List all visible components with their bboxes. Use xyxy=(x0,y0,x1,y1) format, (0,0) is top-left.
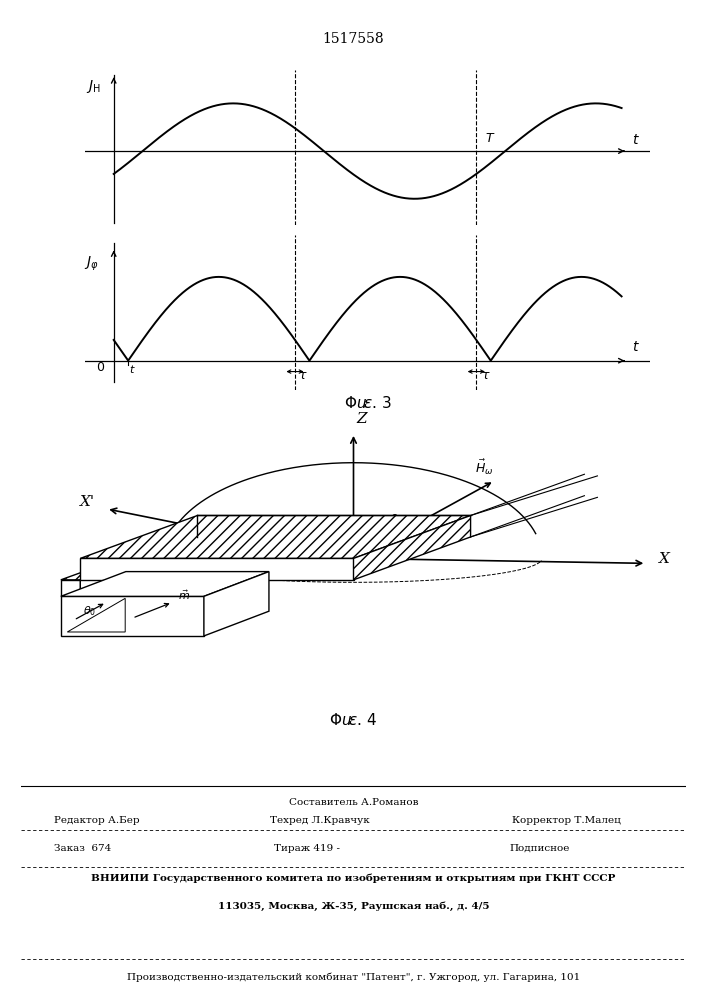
Polygon shape xyxy=(81,547,171,596)
Polygon shape xyxy=(61,596,204,636)
Text: $0$: $0$ xyxy=(96,361,105,374)
Text: $t$: $t$ xyxy=(632,340,640,354)
Text: Техред Л.Кравчук: Техред Л.Кравчук xyxy=(270,816,370,825)
Text: Составитель А.Романов: Составитель А.Романов xyxy=(288,798,419,807)
Text: 1517558: 1517558 xyxy=(322,32,385,46)
Text: $\varphi$: $\varphi$ xyxy=(223,558,233,572)
Text: Z: Z xyxy=(357,412,368,426)
Text: $\tau$: $\tau$ xyxy=(481,369,491,382)
Text: $\Phi u\!\varepsilon.\,4$: $\Phi u\!\varepsilon.\,4$ xyxy=(329,712,378,728)
Text: $\Phi u\!\varepsilon.\,3$: $\Phi u\!\varepsilon.\,3$ xyxy=(344,395,392,411)
Polygon shape xyxy=(81,558,354,580)
Text: Корректор Т.Малец: Корректор Т.Малец xyxy=(512,816,621,825)
Text: $\theta_0$: $\theta_0$ xyxy=(83,604,97,618)
Polygon shape xyxy=(61,580,81,596)
Text: 0: 0 xyxy=(360,560,368,573)
Text: $t$: $t$ xyxy=(632,133,640,147)
Text: $T$: $T$ xyxy=(485,132,496,145)
Text: Редактор А.Бер: Редактор А.Бер xyxy=(54,816,140,825)
Text: $\vec{m}$: $\vec{m}$ xyxy=(178,589,190,602)
Text: $t$: $t$ xyxy=(129,363,136,375)
Text: $J_{\rm H}$: $J_{\rm H}$ xyxy=(86,78,101,95)
Text: Заказ  674: Заказ 674 xyxy=(54,844,112,853)
Polygon shape xyxy=(81,515,471,558)
Text: Подписное: Подписное xyxy=(510,844,570,853)
Text: X': X' xyxy=(81,495,95,509)
Polygon shape xyxy=(354,515,471,580)
Text: $\beta$: $\beta$ xyxy=(390,512,399,529)
Text: Производственно-издательский комбинат "Патент", г. Ужгород, ул. Гагарина, 101: Производственно-издательский комбинат "П… xyxy=(127,972,580,982)
Polygon shape xyxy=(61,547,171,580)
Text: $\vec{H}_\omega$: $\vec{H}_\omega$ xyxy=(475,457,493,477)
Polygon shape xyxy=(204,572,269,636)
Text: ВНИИПИ Государственного комитета по изобретениям и открытиям при ГКНТ СССР: ВНИИПИ Государственного комитета по изоб… xyxy=(91,874,616,883)
Text: $\tau$: $\tau$ xyxy=(298,369,308,382)
Text: 113035, Москва, Ж-35, Раушская наб., д. 4/5: 113035, Москва, Ж-35, Раушская наб., д. … xyxy=(218,901,489,911)
Text: X: X xyxy=(659,552,670,566)
Text: $J_{\varphi}$: $J_{\varphi}$ xyxy=(84,255,99,273)
Polygon shape xyxy=(67,598,125,632)
Polygon shape xyxy=(61,572,269,596)
Text: Тираж 419 -: Тираж 419 - xyxy=(274,844,340,853)
